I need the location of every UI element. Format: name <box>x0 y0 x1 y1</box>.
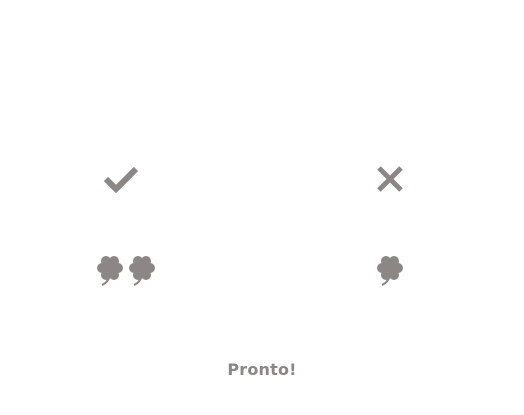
check-icon[interactable] <box>104 165 138 193</box>
four-leaf-clover-icon <box>96 254 124 288</box>
status-label: Pronto! <box>227 360 297 379</box>
close-icon[interactable] <box>375 164 405 194</box>
four-leaf-clover-icon <box>128 254 156 288</box>
four-leaf-clover-icon[interactable] <box>376 254 406 288</box>
double-clover-option[interactable] <box>96 254 156 288</box>
